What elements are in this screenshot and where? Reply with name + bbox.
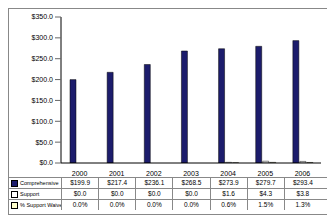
svg-text:2003: 2003: [183, 170, 199, 177]
html-text:0.0%: 0.0%: [146, 201, 162, 208]
html-text:Comprehensive: Comprehensive: [20, 180, 59, 186]
html-text:$273.9: $273.9: [218, 179, 239, 186]
svg-text:$50.0: $50.0: [35, 139, 53, 146]
html-text:0.0%: 0.0%: [109, 201, 125, 208]
html-text:$1.6: $1.6: [222, 190, 235, 197]
svg-text:$250.0: $250.0: [32, 55, 54, 62]
svg-text:$200.0: $200.0: [32, 76, 54, 83]
svg-text:2006: 2006: [295, 170, 311, 177]
html-text:$3.8: $3.8: [296, 190, 310, 197]
html-text:$0.0: $0.0: [185, 190, 198, 197]
html-text:$293.4: $293.4: [293, 179, 313, 186]
html-text:1.5%: 1.5%: [258, 201, 274, 208]
svg-text:$350.0: $350.0: [32, 13, 54, 20]
html-text:$268.5: $268.5: [181, 179, 202, 186]
svg-text:2001: 2001: [109, 170, 125, 177]
html-text:$199.9: $199.9: [70, 179, 90, 186]
svg-text:$150.0: $150.0: [32, 97, 54, 104]
svg-text:2005: 2005: [257, 170, 273, 177]
html-text:0.0%: 0.0%: [184, 201, 199, 208]
html-text:Support: Support: [20, 191, 40, 197]
svg-text:2000: 2000: [72, 170, 88, 177]
html-text:$0.0: $0.0: [148, 190, 161, 197]
html-text:1.3%: 1.3%: [295, 201, 311, 208]
html-text:$279.7: $279.7: [255, 179, 276, 186]
html-text:0.0%: 0.0%: [72, 201, 88, 208]
html-text:$0.0: $0.0: [110, 190, 124, 197]
html-text:$4.3: $4.3: [259, 190, 273, 197]
svg-text:$0.0: $0.0: [39, 159, 53, 166]
html-text:0.6%: 0.6%: [221, 201, 236, 208]
html-text:$217.4: $217.4: [107, 179, 128, 186]
svg-text:2002: 2002: [146, 170, 162, 177]
html-text:$0.0: $0.0: [73, 190, 87, 197]
svg-text:$100.0: $100.0: [32, 118, 54, 125]
svg-text:$300.0: $300.0: [32, 34, 54, 41]
html-text:$236.1: $236.1: [144, 179, 165, 186]
svg-text:2004: 2004: [220, 170, 236, 177]
